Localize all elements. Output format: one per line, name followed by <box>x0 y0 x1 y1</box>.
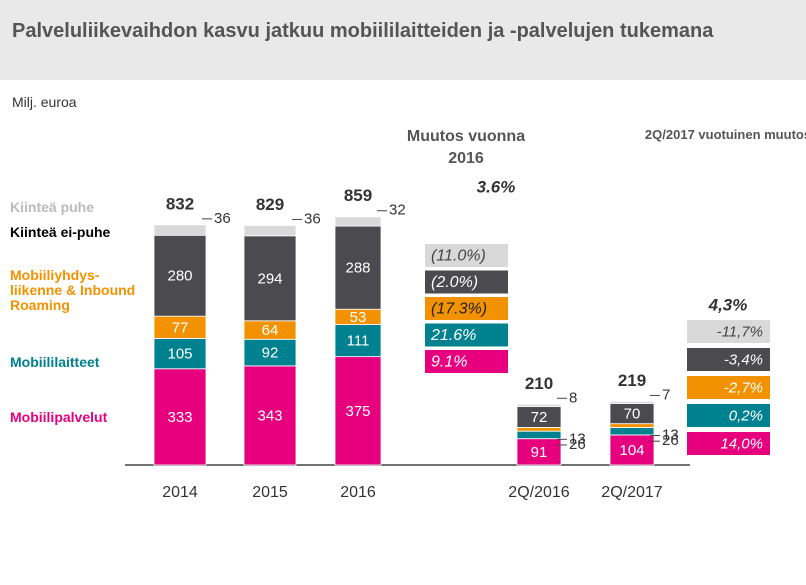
total-label: 859 <box>344 186 372 205</box>
segment-label: 26 <box>569 436 586 453</box>
bar-segment <box>243 365 297 466</box>
bar-segment <box>334 225 382 310</box>
bar-segment <box>153 234 207 317</box>
change-label: -2,7% <box>724 379 763 396</box>
change-box <box>687 404 770 427</box>
segment-label: 64 <box>262 322 279 339</box>
segment-label: 333 <box>167 409 192 426</box>
group-title: 2Q/2017 vuotuinen muutos <box>644 127 806 142</box>
change-box <box>425 244 508 267</box>
segment-label: 111 <box>347 333 370 350</box>
segment-label: 26 <box>662 432 679 449</box>
change-box <box>425 323 508 347</box>
total-label: 210 <box>525 374 553 393</box>
segment-label: 343 <box>257 407 282 424</box>
bar-segment <box>609 427 655 436</box>
bar-segment <box>153 338 207 370</box>
change-label: 0,2% <box>729 407 763 424</box>
change-box <box>425 270 508 294</box>
bar-segment <box>516 427 562 432</box>
segment-label: 375 <box>345 403 370 420</box>
bar-segment <box>516 430 562 440</box>
bar-segment <box>243 338 297 367</box>
segment-label: 8 <box>569 389 577 406</box>
bar-segment <box>334 324 382 358</box>
bar-segment <box>243 225 297 237</box>
total-label: 829 <box>256 195 284 214</box>
change-label: 14,0% <box>720 435 763 452</box>
legend-label: Mobiililaitteet <box>10 354 100 370</box>
change-label: (2.0%) <box>431 274 478 291</box>
change-box <box>687 348 770 371</box>
total-label: 219 <box>618 371 646 390</box>
bar-segment <box>243 235 297 322</box>
group-total: 4,3% <box>708 295 748 314</box>
legend-label: Kiinteä puhe <box>10 199 95 215</box>
change-label: -3,4% <box>724 351 763 368</box>
segment-label: 36 <box>304 210 321 227</box>
x-tick-label: 2015 <box>252 484 288 501</box>
bar-segment <box>516 403 562 408</box>
change-box <box>687 376 770 399</box>
segment-label: 7 <box>662 386 670 403</box>
x-tick-label: 2014 <box>162 484 198 501</box>
chart-title: Palveluliikevaihdon kasvu jatkuu mobiili… <box>12 20 714 42</box>
segment-label: 105 <box>167 346 192 363</box>
subtitle: Milj. euroa <box>12 94 77 110</box>
change-box <box>425 350 508 373</box>
bar-segment <box>153 224 207 236</box>
segment-label: 53 <box>350 309 367 326</box>
segment-label: 288 <box>345 260 370 277</box>
total-label: 832 <box>166 194 194 213</box>
segment-label: 13 <box>569 430 586 447</box>
x-tick-label: 2016 <box>340 484 376 501</box>
segment-label: 104 <box>619 442 644 459</box>
x-tick-label: 2Q/2017 <box>601 484 662 501</box>
change-box <box>425 297 508 320</box>
bar-segment <box>609 401 655 404</box>
legend-label: Mobiilipalvelut <box>10 409 108 425</box>
change-label: 9.1% <box>431 354 467 371</box>
bar-segment <box>609 423 655 428</box>
change-box <box>687 320 770 343</box>
change-label: (11.0%) <box>431 248 486 265</box>
bar-segment <box>609 434 655 466</box>
bar-segment <box>334 356 382 466</box>
change-label: (17.3%) <box>431 301 487 318</box>
segment-label: 280 <box>167 268 192 285</box>
segment-label: 77 <box>172 319 189 336</box>
segment-label: 70 <box>624 406 641 423</box>
x-tick-label: 2Q/2016 <box>508 484 569 501</box>
group-title: Muutos vuonna 2016 <box>406 128 526 167</box>
change-label: 21.6% <box>430 327 476 344</box>
segment-label: 72 <box>531 409 548 426</box>
segment-label: 91 <box>531 444 548 461</box>
legend-label: Kiinteä ei-puhe <box>10 224 111 240</box>
legend-label: Mobiiliyhdys-liikenne & Inbound Roaming <box>10 267 136 313</box>
segment-label: 92 <box>262 345 279 362</box>
change-box <box>687 432 770 455</box>
bar-segment <box>334 216 382 227</box>
group-total: 3.6% <box>477 177 516 196</box>
segment-label: 32 <box>389 202 406 219</box>
title-banner <box>0 0 806 80</box>
segment-label: 13 <box>662 427 679 444</box>
segment-label: 36 <box>214 210 231 227</box>
change-label: -11,7% <box>717 323 763 340</box>
segment-label: 294 <box>257 270 282 287</box>
